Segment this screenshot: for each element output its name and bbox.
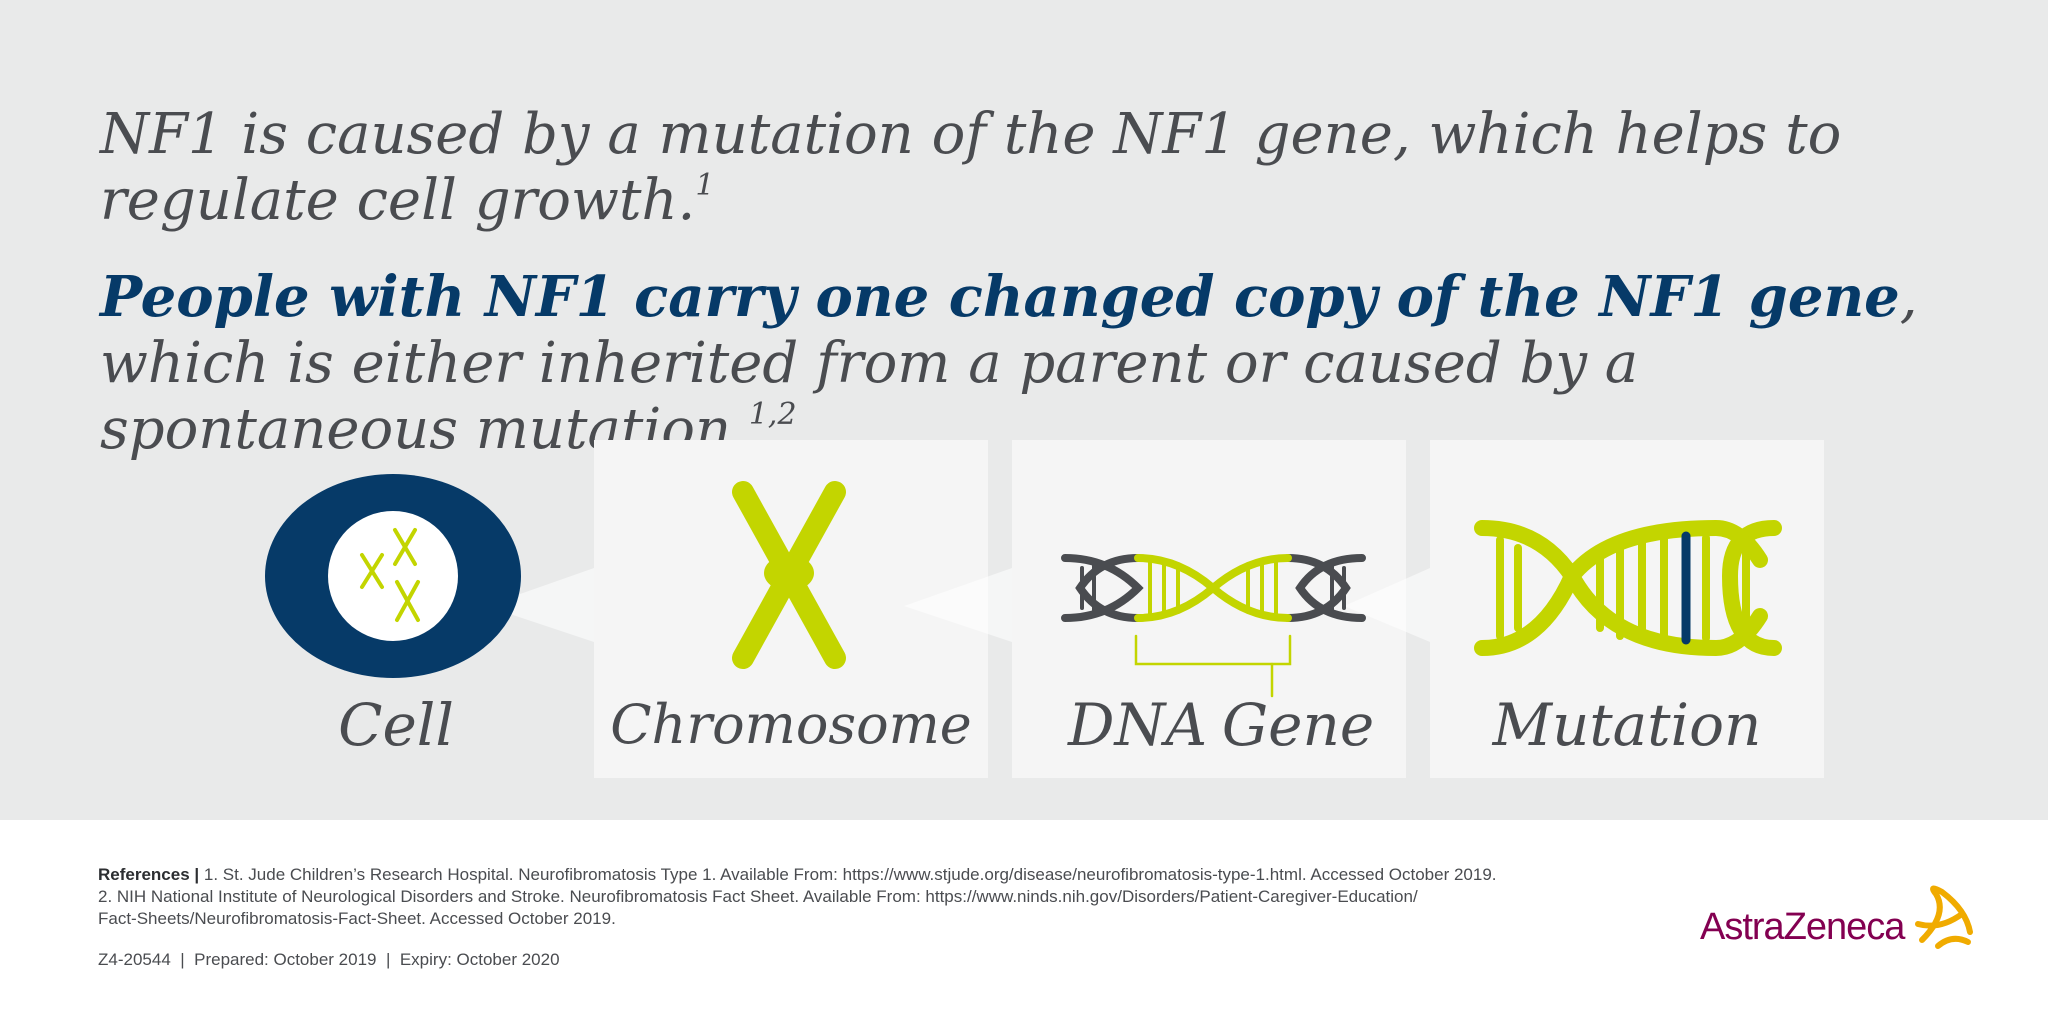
zoom-wedge-dna — [1344, 568, 1430, 642]
logo-symbol-icon — [1915, 885, 1973, 949]
document-code: Z4-20544 — [98, 950, 171, 969]
mutation-dna-icon — [1474, 519, 1782, 657]
chromosome-label: Chromosome — [610, 693, 972, 756]
headline-cause-text: NF1 is caused by a mutation of the NF1 g… — [100, 102, 1842, 233]
zoom-wedge-cell — [486, 568, 594, 642]
meta-separator: | — [385, 950, 391, 969]
diagram-graphics — [265, 474, 1782, 698]
logo-wordmark: AstraZeneca — [1700, 906, 1905, 948]
meta-separator: | — [180, 950, 185, 969]
prepared-date: Prepared: October 2019 — [194, 950, 377, 969]
dna-gene-icon — [1061, 554, 1366, 698]
reference-2-text: 2. NIH National Institute of Neurologica… — [98, 887, 1418, 906]
mutation-label: Mutation — [1492, 691, 1762, 759]
dna-label: DNA — [1068, 691, 1208, 759]
headline-cause-ref: 1 — [695, 168, 715, 203]
cell-label: Cell — [338, 691, 454, 759]
references-heading: References | — [98, 865, 200, 884]
reference-2-continuation: Fact-Sheets/Neurofibromatosis-Fact-Sheet… — [98, 909, 616, 928]
headline-inheritance: People with NF1 carry one changed copy o… — [100, 264, 2000, 463]
dna-panel — [1012, 440, 1406, 778]
references-block: References | 1. St. Jude Children’s Rese… — [98, 864, 1698, 930]
headline-inheritance-strong: People with NF1 carry one changed copy o… — [100, 264, 1900, 330]
chromosome-icon — [732, 481, 846, 669]
astrazeneca-logo: AstraZeneca — [1700, 885, 1980, 960]
headline-inheritance-ref: 1,2 — [748, 397, 797, 432]
headline-cause: NF1 is caused by a mutation of the NF1 g… — [100, 102, 2000, 234]
reference-1-text: 1. St. Jude Children’s Research Hospital… — [199, 865, 1497, 884]
expiry-date: Expiry: October 2020 — [399, 950, 560, 969]
gene-label: Gene — [1221, 691, 1375, 759]
zoom-wedge-chromosome — [904, 568, 1012, 642]
cell-icon — [265, 474, 521, 678]
document-meta: Z4-20544 | Prepared: October 2019 | Expi… — [98, 950, 560, 970]
